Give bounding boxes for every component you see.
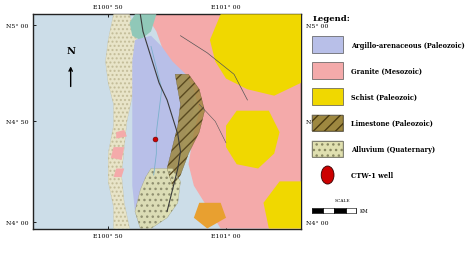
Text: N: N (66, 47, 75, 56)
Polygon shape (111, 148, 124, 160)
Bar (312, 63, 343, 80)
Text: Legend:: Legend: (312, 15, 350, 23)
Bar (312, 115, 343, 132)
Polygon shape (135, 169, 181, 229)
Bar (334, 208, 346, 213)
Circle shape (321, 166, 334, 184)
Polygon shape (210, 15, 301, 96)
Polygon shape (264, 182, 301, 229)
Text: Argillo-arenaceous (Paleozoic): Argillo-arenaceous (Paleozoic) (351, 41, 465, 49)
Bar (312, 141, 343, 158)
Text: CTW-1 well: CTW-1 well (351, 171, 393, 179)
Bar (312, 89, 343, 106)
Text: KM: KM (360, 208, 368, 213)
Text: SCALE: SCALE (335, 198, 351, 202)
Text: Limestone (Paleozoic): Limestone (Paleozoic) (351, 119, 433, 127)
Text: Granite (Mesozoic): Granite (Mesozoic) (351, 67, 422, 75)
Polygon shape (226, 111, 280, 169)
Text: Alluvium (Quaternary): Alluvium (Quaternary) (351, 145, 435, 153)
Polygon shape (194, 203, 226, 229)
Polygon shape (106, 15, 140, 229)
Bar (312, 115, 343, 132)
Bar (312, 141, 343, 158)
Polygon shape (33, 15, 135, 229)
Polygon shape (132, 37, 194, 229)
Polygon shape (135, 15, 301, 229)
Polygon shape (116, 131, 127, 139)
Bar (322, 208, 334, 213)
Text: Schist (Paleozoic): Schist (Paleozoic) (351, 93, 417, 101)
Polygon shape (113, 169, 124, 177)
Bar (312, 37, 343, 54)
Bar (346, 208, 356, 213)
Bar (312, 208, 322, 213)
Polygon shape (129, 15, 156, 41)
Polygon shape (167, 75, 205, 186)
